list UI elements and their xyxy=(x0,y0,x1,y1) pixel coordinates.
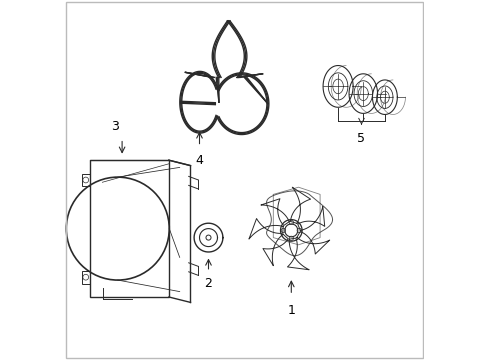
Text: 2: 2 xyxy=(204,277,212,290)
Text: 5: 5 xyxy=(357,132,365,145)
Text: 1: 1 xyxy=(287,304,295,317)
Text: 3: 3 xyxy=(111,120,119,133)
Text: 4: 4 xyxy=(195,154,203,167)
